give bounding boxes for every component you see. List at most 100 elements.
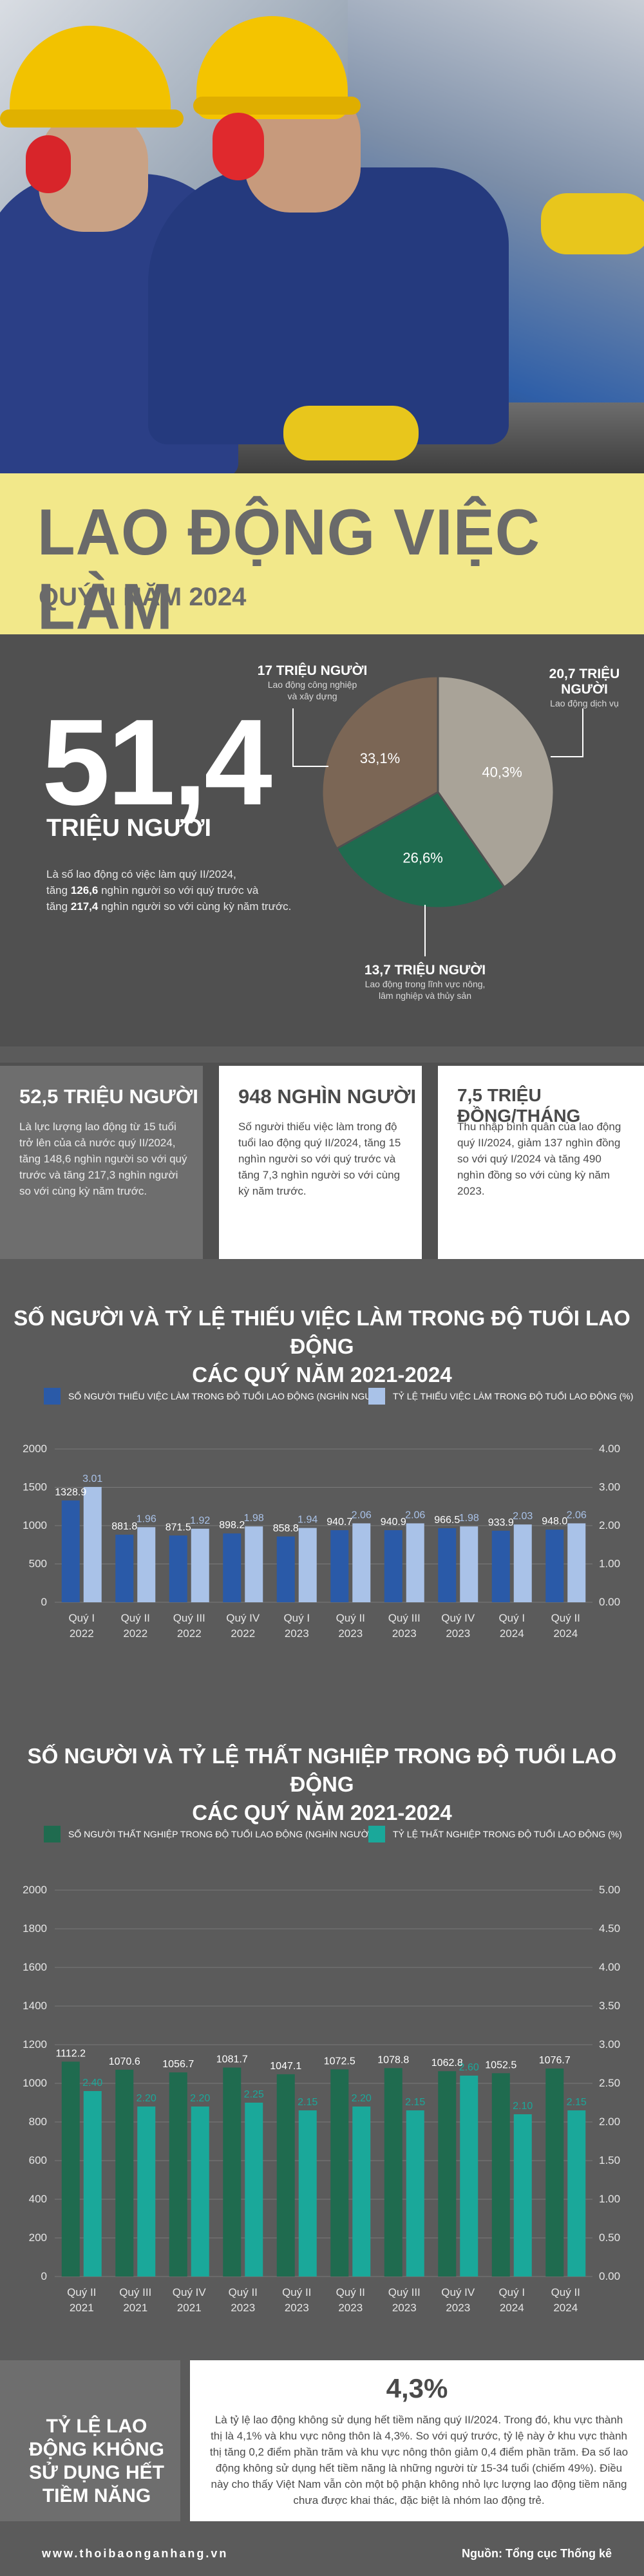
stat-box-text: Số người thiếu việc làm trong độ tuổi la… (238, 1121, 401, 1197)
x-tick-label: 2022 (231, 1627, 255, 1640)
legend-swatch (368, 1826, 385, 1842)
bar-count-label: 1047.1 (270, 2061, 301, 2072)
bar-count (438, 2071, 457, 2277)
y-tick-left: 2000 (23, 1443, 47, 1455)
footer-website[interactable]: www.thoibaonganhang.vn (42, 2547, 229, 2560)
x-tick-label: 2022 (177, 1627, 202, 1640)
bar-rate-label: 3.01 (82, 1473, 102, 1484)
bar-count (169, 2072, 187, 2277)
bar-rate (460, 1526, 478, 1602)
x-tick-label: Quý II (67, 2286, 96, 2298)
pie-label-industry-sub1: Lao động công nghiệp (267, 679, 357, 690)
chart1-title: SỐ NGƯỜI VÀ TỶ LỆ THIẾU VIỆC LÀM TRONG Đ… (0, 1304, 644, 1389)
x-tick-label: 2023 (392, 2302, 417, 2314)
desc-line-3c: nghìn người so với cùng kỳ năm trước. (98, 900, 292, 913)
bar-count (545, 1530, 564, 1602)
stat-box-underemployed: 948 NGHÌN NGƯỜI Số người thiếu việc làm … (219, 1066, 422, 1259)
pie-label-service-title: 20,7 TRIỆU NGƯỜI (549, 667, 620, 697)
pie-label-service: 20,7 TRIỆU NGƯỜI Lao động dịch vụ (528, 667, 641, 709)
bar-count-label: 858.8 (273, 1523, 299, 1534)
x-tick-label: Quý IV (441, 1612, 475, 1624)
chart1-title-line1: SỐ NGƯỜI VÀ TỶ LỆ THIẾU VIỆC LÀM TRONG Đ… (14, 1306, 630, 1358)
bar-count (276, 1536, 295, 1602)
y-tick-right: 3.00 (599, 2038, 620, 2050)
bar-rate (137, 1527, 156, 1602)
employed-number: 51,4 (42, 694, 272, 831)
desc-line-2c: nghìn người so với quý trước và (98, 884, 259, 896)
bar-count-label: 1112.2 (55, 2048, 86, 2059)
y-tick-right: 4.00 (599, 1443, 620, 1455)
bar-rate (245, 1526, 263, 1602)
bar-rate (191, 2107, 209, 2277)
legend-label: SỐ NGƯỜI THẤT NGHIỆP TRONG ĐỘ TUỔI LAO Đ… (68, 1829, 375, 1839)
employment-pie-chart: 40,3% 26,6% 33,1% (292, 675, 583, 956)
bar-count (223, 1533, 242, 1602)
y-tick-right: 2.00 (599, 2116, 620, 2128)
underutilized-label: TỶ LỆ LAO ĐỘNG KHÔNG SỬ DỤNG HẾT TIỀM NĂ… (29, 2416, 164, 2506)
bar-rate (352, 1523, 371, 1602)
y-tick-right: 5.00 (599, 1884, 620, 1896)
bar-rate-label: 2.15 (298, 2097, 317, 2108)
bar-rate-label: 1.92 (190, 1515, 210, 1526)
chart2-title-line2: CÁC QUÝ NĂM 2021-2024 (192, 1801, 452, 1824)
bar-rate-label: 1.98 (244, 1513, 264, 1524)
chart1-legend-left: SỐ NGƯỜI THIẾU VIỆC LÀM TRONG ĐỘ TUỔI LA… (44, 1388, 386, 1405)
unemployment-section: SỐ NGƯỜI VÀ TỶ LỆ THẤT NGHIỆP TRONG ĐỘ T… (0, 1716, 644, 2360)
employed-unit: TRIỆU NGƯỜI (46, 815, 212, 842)
y-tick-right: 3.50 (599, 2000, 620, 2012)
pie-leader-line (292, 708, 328, 767)
stat-box-title: 52,5 TRIỆU NGƯỜI (19, 1085, 198, 1108)
y-tick-right: 2.50 (599, 2077, 620, 2089)
legend-swatch (368, 1388, 385, 1405)
bar-rate-label: 2.20 (352, 2093, 372, 2104)
bar-count-label: 1072.5 (324, 2056, 355, 2067)
bar-count (384, 1530, 402, 1602)
bar-count-label: 940.7 (327, 1517, 352, 1528)
chart2-title: SỐ NGƯỜI VÀ TỶ LỆ THẤT NGHIỆP TRONG ĐỘ T… (0, 1742, 644, 1827)
x-tick-label: 2021 (177, 2302, 202, 2314)
desc-line-2a: tăng (46, 884, 71, 896)
pie-slice (335, 791, 506, 909)
bar-rate-label: 1.98 (459, 1513, 479, 1524)
bar-count (384, 2068, 402, 2277)
x-tick-label: 2021 (70, 2302, 94, 2314)
chart2-title-line1: SỐ NGƯỜI VÀ TỶ LỆ THẤT NGHIỆP TRONG ĐỘ T… (27, 1744, 617, 1796)
pie-label-industry: 17 TRIỆU NGƯỜI Lao động công nghiệp và x… (254, 663, 370, 702)
x-tick-label: Quý II (336, 2286, 365, 2298)
bar-count-label: 940.9 (381, 1517, 406, 1528)
bar-rate-label: 2.40 (82, 2078, 102, 2088)
x-tick-label: 2023 (231, 2302, 255, 2314)
bar-count (115, 1535, 134, 1602)
bar-count-label: 1078.8 (377, 2054, 409, 2065)
underutilized-text: Là tỷ lệ lao động không sử dụng hết tiềm… (209, 2414, 629, 2506)
x-tick-label: Quý II (121, 1612, 150, 1624)
pie-leader-line (551, 708, 583, 757)
bar-count (61, 1500, 80, 1602)
y-tick-left: 1600 (23, 1961, 47, 1973)
worker-2-helmet-brim (193, 97, 361, 115)
bar-count-label: 1076.7 (539, 2055, 571, 2066)
y-tick-left: 800 (29, 2116, 47, 2128)
pie-label-agriculture-title: 13,7 TRIỆU NGƯỜI (364, 963, 486, 978)
underutilized-info-box: 4,3% Là tỷ lệ lao động không sử dụng hết… (190, 2360, 644, 2521)
bar-rate (513, 2114, 532, 2277)
pie-label-industry-sub2: và xây dựng (287, 691, 337, 701)
y-tick-right: 4.00 (599, 1961, 620, 1973)
x-tick-label: Quý III (173, 1612, 205, 1624)
bar-count-label: 1081.7 (216, 2054, 248, 2065)
footer-source: Nguồn: Tổng cục Thống kê (462, 2547, 612, 2560)
desc-line-3a: tăng (46, 900, 71, 913)
y-tick-left: 400 (29, 2193, 47, 2205)
bar-count-label: 948.0 (542, 1516, 567, 1527)
x-tick-label: 2021 (123, 2302, 147, 2314)
bar-count (438, 1528, 457, 1602)
stat-box-title: 7,5 TRIỆU ĐỒNG/THÁNG (457, 1085, 581, 1126)
bar-rate (191, 1528, 209, 1602)
underemployment-chart: 0 500 1000 1500 2000 0.00 1.00 2.00 3.00 4.00 1328… (23, 1443, 620, 1640)
bar-count (545, 2068, 564, 2277)
x-tick-label: 2024 (500, 1627, 524, 1640)
y-tick-left: 1800 (23, 1922, 47, 1935)
bar-rate (567, 2110, 586, 2277)
y-tick-right: 0.00 (599, 2270, 620, 2282)
footer: www.thoibaonganhang.vn Nguồn: Tổng cục T… (0, 2534, 644, 2576)
